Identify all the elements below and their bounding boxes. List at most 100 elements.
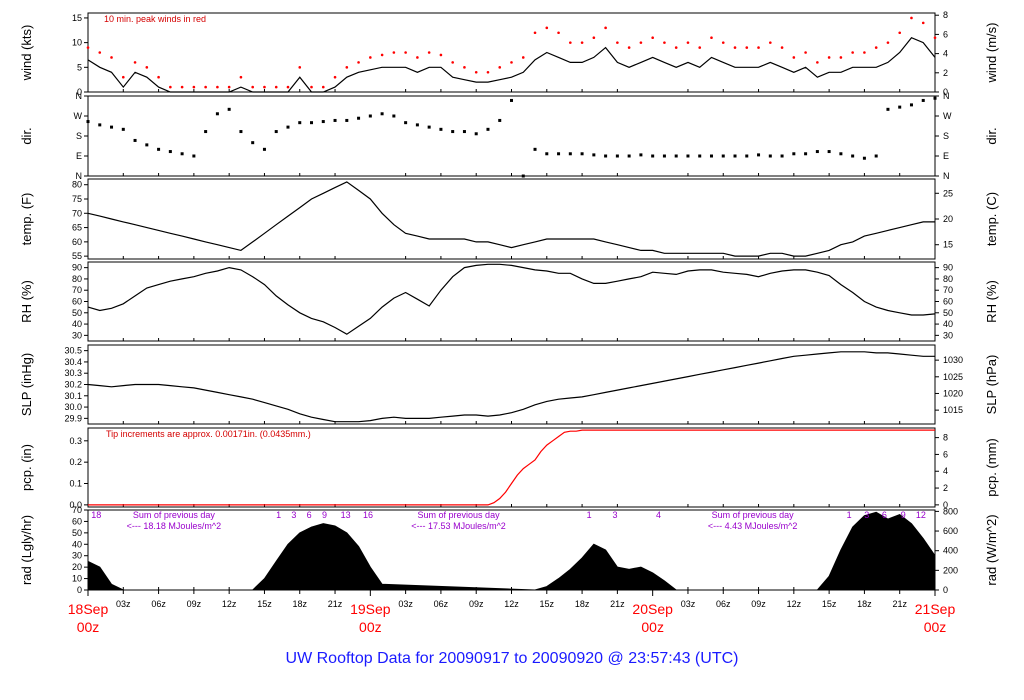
wind-direction-point (909, 103, 913, 107)
precip-line (88, 429, 935, 506)
wind-peak-point (145, 66, 149, 69)
y-tick-label-left: 70 (72, 285, 82, 295)
temperature-line (87, 181, 935, 257)
hour-tick-label: 18z (857, 599, 872, 609)
wind-direction-point (510, 98, 513, 102)
wind-peak-point (827, 56, 831, 59)
hour-tick-label: 09z (187, 599, 202, 609)
wind-peak-point (263, 85, 266, 89)
y-tick-label-right: 0 (943, 585, 948, 595)
wind-peak-point (204, 85, 207, 89)
wind-direction-point (204, 130, 208, 134)
wind-direction-point (86, 120, 90, 124)
wind-speed-line (87, 36, 936, 93)
radiation-day-marker: 6 (307, 510, 312, 520)
wind-direction-point (451, 130, 455, 134)
y-tick-label-left: 70 (72, 505, 82, 515)
radiation-day-marker: 12 (916, 510, 926, 520)
y-tick-label-left: 75 (72, 194, 82, 204)
wind-direction-point (121, 127, 125, 131)
y-tick-label-right: 0 (943, 87, 948, 97)
wind-peak-point (780, 46, 784, 49)
y-tick-label-left: 80 (72, 180, 82, 190)
wind-direction-point (721, 154, 725, 158)
wind-direction-point (851, 154, 855, 158)
wind-peak-point (463, 66, 466, 69)
wind-peak-point (345, 66, 349, 69)
y-tick-label-right: 30 (943, 330, 953, 340)
y-axis-label-right: wind (m/s) (984, 23, 999, 84)
wind-peak-point (180, 85, 184, 89)
y-tick-label-right: 70 (943, 285, 953, 295)
radiation-area (87, 511, 936, 591)
radiation-day-marker: 16 (363, 510, 373, 520)
radiation-day-marker: 13 (341, 510, 351, 520)
hour-tick-label: 21z (328, 599, 343, 609)
y-tick-label-left: 50 (72, 308, 82, 318)
y-tick-label-left: 65 (72, 223, 82, 233)
y-tick-label-left: 0.3 (69, 436, 82, 446)
wind-peak-point (874, 46, 878, 49)
wind-direction-point (180, 152, 184, 156)
wind-direction-point (333, 118, 337, 122)
hour-tick-label: 12z (787, 599, 802, 609)
wind-peak-point (298, 66, 302, 69)
panel-frame (87, 261, 936, 342)
wind-peak-point (392, 51, 396, 54)
wind-peak-point (192, 85, 196, 89)
wind-direction-point (627, 154, 631, 158)
y-tick-label-left: 10 (72, 574, 82, 584)
date-label: 19Sep (350, 601, 391, 617)
hour-tick-label: 03z (398, 599, 413, 609)
wind-peak-point (369, 56, 372, 59)
wind-peak-point (816, 61, 819, 64)
wind-direction-point (674, 154, 678, 158)
wind-direction-point (792, 152, 796, 156)
panel-precip: 0.0 0.1 0.2 0.3 0 2 4 6 8 pcp. (in) pcp. (mm) Tip i… (19, 427, 999, 510)
wind-peak-point (427, 51, 431, 54)
wind-direction-point (698, 154, 702, 158)
wind-peak-point (757, 46, 760, 49)
wind-peak-point (698, 46, 702, 49)
date-label: 20Sep (632, 601, 673, 617)
wind-direction-point (862, 156, 866, 160)
wind-peak-point (251, 85, 254, 89)
y-tick-label-left: 90 (72, 263, 82, 273)
wind-direction-point (815, 150, 819, 154)
wind-direction-point (733, 154, 737, 158)
y-axis-label-left: dir. (19, 127, 34, 144)
panel-wind: 0 5 10 15 0 2 4 6 8 wind (kts) wind (m/s) 10 min. p… (19, 10, 999, 97)
panel-frame (87, 12, 936, 93)
wind-direction-point (545, 152, 549, 156)
wind-direction-point (274, 130, 278, 134)
wind-peak-point (521, 56, 525, 59)
daily-sum-title: Sum of previous day (418, 510, 501, 520)
wind-peak-point (616, 41, 619, 44)
y-axis-label-left: temp. (F) (19, 193, 34, 246)
wind-peak-point (804, 51, 807, 54)
y-tick-label-right: 1030 (943, 355, 963, 365)
daily-sum-title: Sum of previous day (712, 510, 795, 520)
precip-annotation: Tip increments are approx. 0.00171in. (0… (106, 429, 311, 439)
wind-direction-point (145, 143, 149, 147)
y-tick-label-right: 20 (943, 214, 953, 224)
hour-tick-label: 18z (292, 599, 307, 609)
wind-peak-point (216, 85, 219, 89)
wind-peak-point (545, 26, 549, 30)
wind-peak-point (169, 85, 172, 89)
date-time-label: 00z (641, 619, 664, 635)
wind-direction-point (404, 121, 408, 125)
wind-direction-point (615, 154, 619, 158)
wind-direction-point (639, 153, 643, 157)
wind-direction-point (345, 118, 349, 122)
wind-peak-point (910, 16, 913, 20)
y-axis-label-left: SLP (inHg) (19, 353, 34, 416)
wind-direction-point (298, 121, 302, 125)
wind-peak-point (933, 36, 937, 39)
daily-sum-value: <--- 17.53 MJoules/m^2 (411, 521, 506, 531)
y-tick-label-left: 50 (72, 528, 82, 538)
date-label: 18Sep (68, 601, 109, 617)
pressure-line (87, 351, 935, 423)
